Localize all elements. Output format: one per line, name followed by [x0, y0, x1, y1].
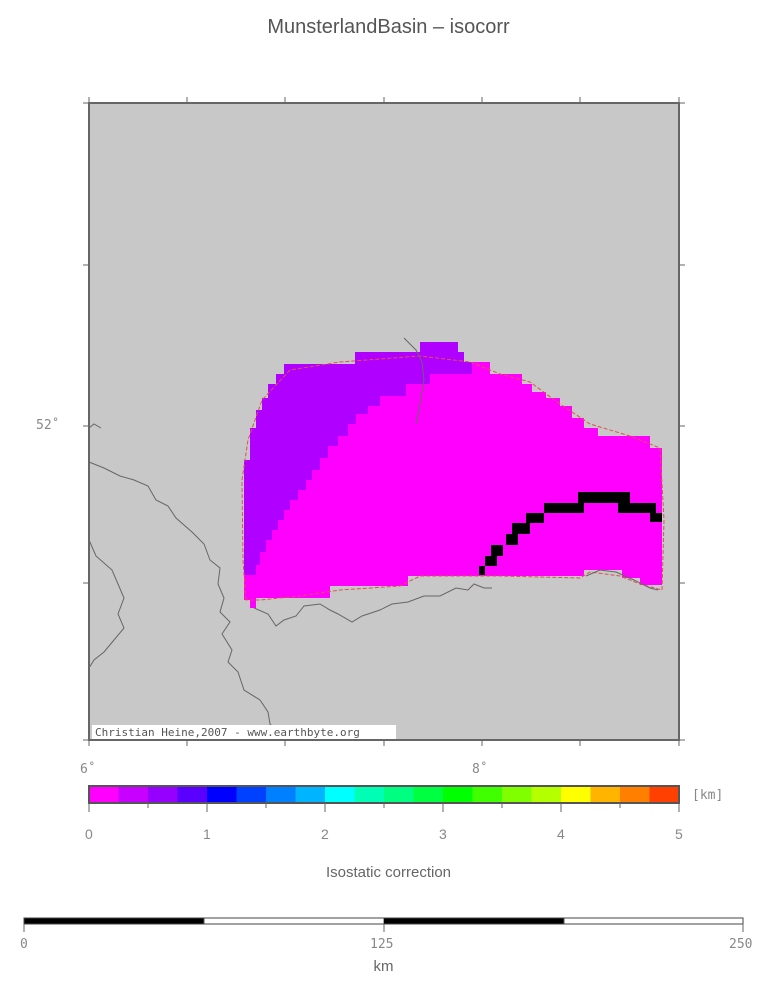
colorbar-swatch — [502, 786, 532, 803]
colorbar-swatch — [443, 786, 473, 803]
colorbar-ticks — [88, 803, 680, 812]
colorbar-swatch — [89, 786, 119, 803]
black-band — [479, 492, 662, 575]
colorbar-swatch — [590, 786, 621, 803]
colorbar-tick-2: 2 — [321, 826, 329, 842]
map-ticks — [83, 97, 685, 746]
credit-text: Christian Heine,2007 - www.earthbyte.org — [95, 726, 360, 739]
scale-tick-0: 0 — [20, 937, 28, 952]
colorbar-tick-1: 1 — [203, 826, 211, 842]
colorbar-swatch — [177, 786, 208, 803]
lon-label-8: 8˚ — [472, 762, 488, 777]
colorbar-tick-5: 5 — [675, 826, 683, 842]
basin-boundary — [241, 355, 665, 601]
colorbar-swatch — [531, 786, 562, 803]
purple-region — [244, 342, 472, 575]
scale-unit: km — [373, 958, 394, 975]
colorbar-swatch — [236, 786, 267, 803]
colorbar-swatch — [207, 786, 237, 803]
colorbar-caption: Isostatic correction — [325, 864, 452, 881]
colorbar-swatch — [266, 786, 296, 803]
colorbar-tick-3: 3 — [439, 826, 447, 842]
colorbar-swatch — [384, 786, 414, 803]
colorbar-swatch — [295, 786, 326, 803]
colorbar-swatch — [561, 786, 591, 803]
scale-bar — [23, 917, 744, 932]
scale-tick-125: 125 — [370, 937, 394, 952]
map-lines — [88, 337, 659, 737]
colorbar-swatch — [620, 786, 650, 803]
colorbar-tick-4: 4 — [557, 826, 565, 842]
scale-tick-250: 250 — [729, 937, 753, 952]
colorbar-swatch — [472, 786, 503, 803]
colorbar-swatch — [649, 786, 680, 803]
page-title: MunsterlandBasin – isocorr — [267, 16, 510, 38]
colorbar — [89, 786, 680, 803]
lat-label-52: 52˚ — [36, 418, 60, 433]
credit-box — [92, 725, 396, 739]
colorbar-swatch — [118, 786, 149, 803]
colorbar-swatch — [325, 786, 355, 803]
lon-label-6: 6˚ — [80, 762, 96, 777]
colorbar-swatch — [413, 786, 444, 803]
colorbar-unit: [km] — [692, 788, 724, 803]
colorbar-tick-0: 0 — [85, 826, 93, 842]
colorbar-swatch — [148, 786, 178, 803]
colorbar-swatch — [354, 786, 385, 803]
